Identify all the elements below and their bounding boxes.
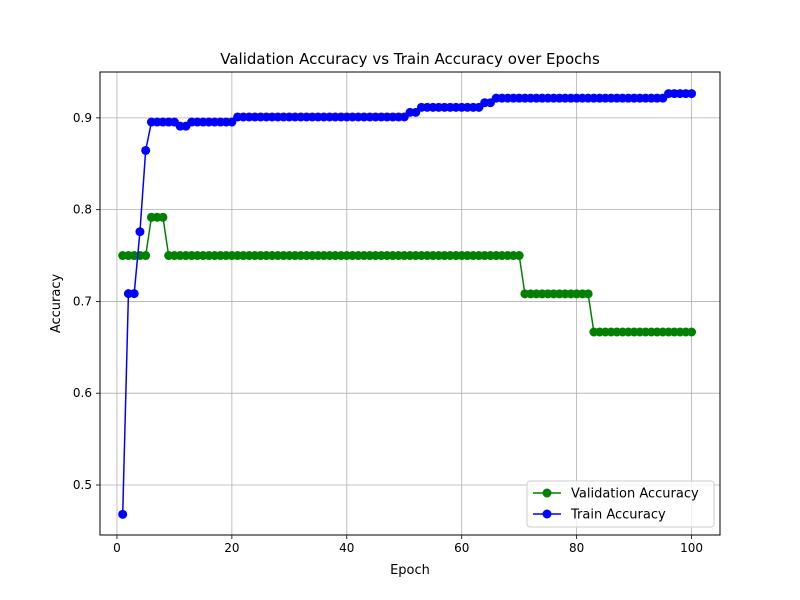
data-point-train bbox=[118, 509, 128, 519]
x-tick-label: 100 bbox=[680, 541, 703, 555]
y-tick-label: 0.5 bbox=[73, 478, 92, 492]
data-point-train bbox=[687, 89, 697, 99]
chart-title: Validation Accuracy vs Train Accuracy ov… bbox=[220, 50, 600, 68]
y-tick-label: 0.8 bbox=[73, 203, 92, 217]
data-point-train bbox=[129, 289, 139, 299]
legend-box bbox=[526, 480, 715, 528]
x-tick-label: 60 bbox=[454, 541, 469, 555]
axis-ticks: 0 20 40 60 80 100 0.5 0.6 0.7 0.8 0.9 bbox=[73, 111, 703, 555]
legend: Validation Accuracy Train Accuracy bbox=[526, 480, 715, 528]
x-tick-label: 20 bbox=[224, 541, 239, 555]
data-point-validation bbox=[158, 212, 168, 222]
data-point-validation bbox=[141, 251, 151, 261]
data-point-validation bbox=[514, 251, 524, 261]
x-tick-label: 0 bbox=[113, 541, 121, 555]
y-tick-label: 0.7 bbox=[73, 294, 92, 308]
legend-marker-validation bbox=[542, 488, 552, 498]
data-point-train bbox=[135, 227, 145, 237]
x-tick-label: 40 bbox=[339, 541, 354, 555]
plot-area bbox=[99, 71, 721, 536]
legend-marker-train bbox=[542, 509, 552, 519]
data-point-validation bbox=[583, 289, 593, 299]
y-tick-label: 0.9 bbox=[73, 111, 92, 125]
x-axis-label: Epoch bbox=[390, 563, 430, 578]
legend-label-train: Train Accuracy bbox=[570, 508, 666, 523]
legend-label-validation: Validation Accuracy bbox=[571, 487, 699, 502]
series-group bbox=[118, 89, 697, 519]
data-point-train bbox=[141, 145, 151, 155]
y-axis-label: Accuracy bbox=[49, 274, 64, 334]
data-point-validation bbox=[687, 327, 697, 337]
grid bbox=[100, 72, 720, 535]
y-tick-label: 0.6 bbox=[73, 386, 92, 400]
x-tick-label: 80 bbox=[569, 541, 584, 555]
